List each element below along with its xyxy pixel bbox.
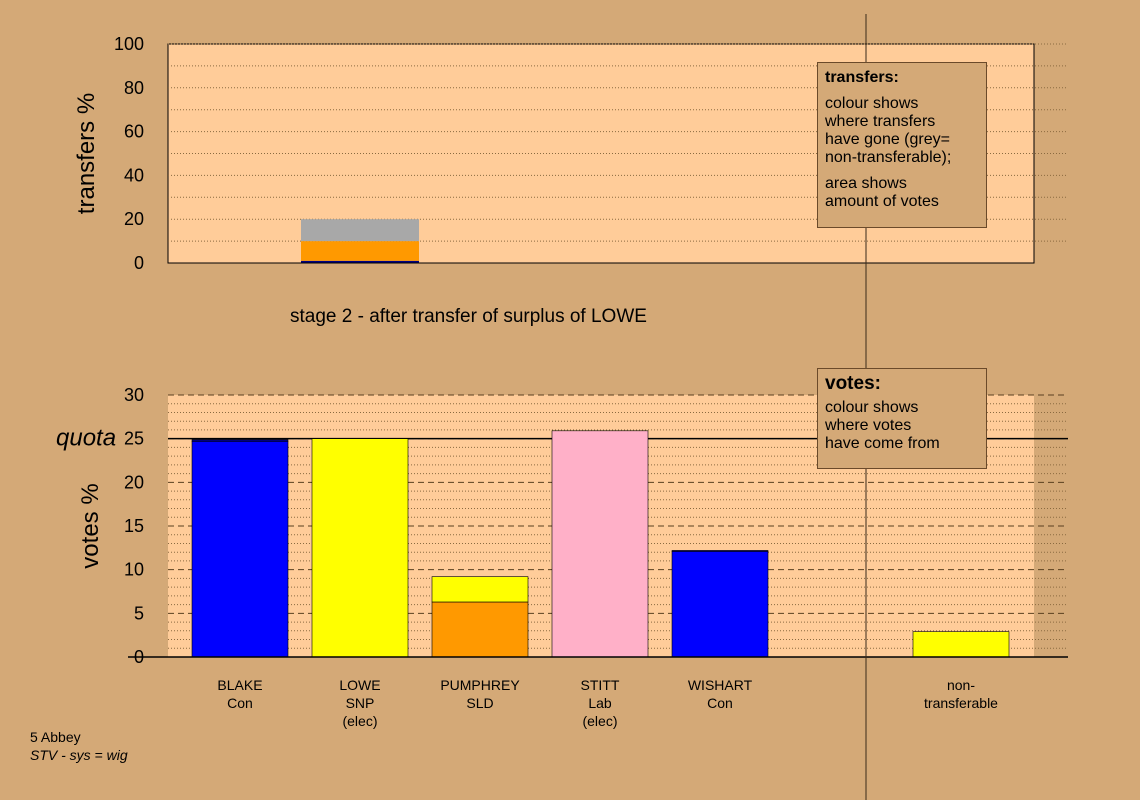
transfers-bar-segment	[301, 219, 419, 242]
candidate-label: STITT	[581, 677, 620, 693]
candidate-label: SLD	[466, 695, 493, 711]
votes-legend: votes: colour shows where votes have com…	[817, 368, 987, 469]
constituency-label: 5 Abbey	[30, 729, 81, 745]
votes-bar-segment	[551, 430, 649, 658]
votes-bar-segment	[431, 601, 529, 658]
transfers-legend-line: colour shows	[825, 95, 919, 112]
quota-label: quota	[56, 425, 116, 452]
candidate-label: transferable	[924, 695, 998, 711]
votes-bar-segment	[191, 440, 289, 658]
transfers-tick-label: 60	[124, 122, 144, 142]
transfers-legend-line: have gone (grey=	[825, 131, 950, 148]
votes-bar-segment	[431, 576, 529, 603]
transfers-legend-line: area shows	[825, 175, 907, 192]
transfers-bar-segment	[301, 260, 419, 263]
transfers-legend-line: amount of votes	[825, 193, 939, 210]
votes-bar-segment	[912, 631, 1010, 658]
transfers-tick-label: 20	[124, 209, 144, 229]
votes-tick-label: 20	[124, 472, 144, 492]
transfers-bar-segment	[301, 241, 419, 261]
votes-legend-line: where votes	[825, 417, 912, 434]
candidate-label: Con	[707, 695, 733, 711]
transfers-legend: transfers: colour shows where transfers …	[817, 62, 987, 228]
candidate-label: PUMPHREY	[440, 677, 520, 693]
candidate-label: (elec)	[342, 713, 377, 729]
transfers-tick-label: 40	[124, 165, 144, 185]
stage-label: stage 2 - after transfer of surplus of L…	[290, 306, 647, 327]
votes-tick-label: 15	[124, 516, 144, 536]
transfers-tick-label: 100	[114, 34, 144, 54]
candidate-label: LOWE	[339, 677, 380, 693]
votes-tick-label: 30	[124, 385, 144, 405]
transfers-legend-line: where transfers	[825, 113, 936, 130]
candidate-label: Con	[227, 695, 253, 711]
votes-legend-line: have come from	[825, 435, 940, 452]
candidate-label: WISHART	[688, 677, 753, 693]
system-label: STV - sys = wig	[30, 747, 128, 763]
votes-bar-segment	[671, 551, 769, 658]
candidate-label: non-	[947, 677, 975, 693]
candidate-label: BLAKE	[217, 677, 262, 693]
candidate-label: (elec)	[582, 713, 617, 729]
candidate-label: SNP	[346, 695, 375, 711]
transfers-legend-title: transfers:	[825, 69, 899, 86]
transfers-axis-title: transfers %	[73, 93, 100, 214]
transfers-tick-label: 0	[134, 253, 144, 273]
votes-axis-title: votes %	[77, 483, 104, 568]
votes-tick-label: 10	[124, 560, 144, 580]
votes-bar-segment	[671, 550, 769, 552]
votes-bar-segment	[191, 439, 289, 442]
transfers-tick-label: 80	[124, 78, 144, 98]
votes-legend-line: colour shows	[825, 399, 919, 416]
votes-legend-title: votes:	[825, 373, 881, 394]
votes-bar-segment	[311, 438, 409, 658]
votes-tick-label: 5	[134, 603, 144, 623]
votes-tick-label: 25	[124, 429, 144, 449]
candidate-label: Lab	[588, 695, 612, 711]
transfers-legend-line: non-transferable);	[825, 149, 952, 166]
